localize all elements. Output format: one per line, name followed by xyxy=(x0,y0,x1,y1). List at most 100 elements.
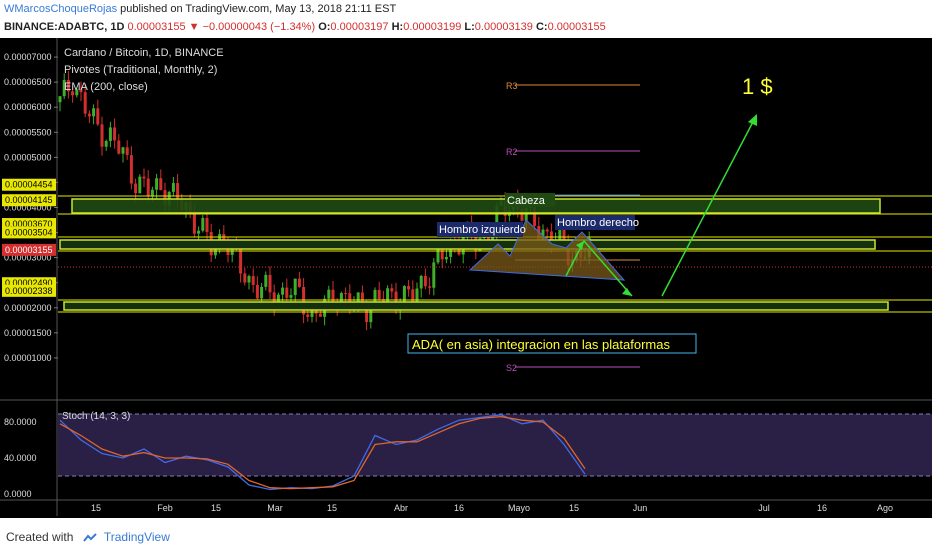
candle-body xyxy=(297,278,301,287)
candle-body xyxy=(138,176,142,194)
price-labels: 0.00004454 0.00004145 0.000036700.00003504… xyxy=(2,178,56,297)
level-tag-text: 0.00003670 xyxy=(5,219,53,229)
candle-body xyxy=(365,308,369,323)
candle-body xyxy=(264,274,268,287)
candle-body xyxy=(268,274,272,293)
candle-body xyxy=(66,79,70,92)
candle-body xyxy=(386,288,390,303)
candle-body xyxy=(440,249,444,260)
level-tag-text: 0.00003155 xyxy=(5,245,53,255)
candle-body xyxy=(117,140,121,154)
neckline-zone[interactable] xyxy=(59,239,876,250)
resistance-zone[interactable] xyxy=(71,198,881,214)
hs-pattern xyxy=(468,219,626,281)
candle-body xyxy=(331,289,335,306)
candle-body xyxy=(142,176,146,179)
candle-body xyxy=(281,287,285,295)
stoch-tick-label: 0.0000 xyxy=(4,489,32,499)
y-tick-label: 0.00005500 xyxy=(4,127,52,137)
candle-body xyxy=(104,140,108,147)
open-label: O: xyxy=(318,21,331,33)
candle-body xyxy=(121,147,125,154)
candle-body xyxy=(134,183,138,194)
footer: Created with TradingView xyxy=(0,518,932,550)
candle-body xyxy=(87,113,91,117)
candle-body xyxy=(171,183,175,192)
support-zone[interactable] xyxy=(63,301,889,311)
ohlc-line: BINANCE:ADABTC, 1D 0.00003155 ▼ −0.00000… xyxy=(0,18,932,36)
candle-body xyxy=(381,299,385,303)
candle-body xyxy=(176,183,180,200)
author-link[interactable]: WMarcosChoqueRojas xyxy=(4,3,118,15)
candle-body xyxy=(549,231,553,247)
close-value: 0.00003155 xyxy=(127,21,186,33)
candle-body xyxy=(276,294,280,308)
x-tick-label: Jun xyxy=(633,503,648,513)
candle-body xyxy=(62,79,66,97)
hombro-izq-bg xyxy=(437,222,523,237)
level-tag-text: 0.00002338 xyxy=(5,286,53,296)
target-arrow xyxy=(661,117,756,297)
pivot-r3-label: R3 xyxy=(506,81,518,91)
candle-body xyxy=(394,291,398,311)
candle-body xyxy=(415,288,419,303)
candle-body xyxy=(369,306,373,323)
candle-body xyxy=(192,211,196,234)
x-tick-label: 15 xyxy=(327,503,337,513)
tradingview-logo-icon xyxy=(82,533,97,542)
y-tick-label: 0.00004000 xyxy=(4,203,52,213)
candle-body xyxy=(348,293,352,308)
level-tag xyxy=(2,194,56,207)
candle-body xyxy=(243,273,247,283)
candle-body xyxy=(146,178,150,197)
stoch-band xyxy=(58,414,932,476)
x-tick-label: Ago xyxy=(877,503,893,513)
candle-body xyxy=(159,178,163,191)
level-tag-text: 0.00004454 xyxy=(5,180,53,190)
close-value-2: 0.00003155 xyxy=(547,21,606,33)
ada-note-box[interactable] xyxy=(407,333,697,354)
candle-body xyxy=(390,288,394,292)
candle-body xyxy=(402,286,406,306)
candle-body xyxy=(113,127,117,141)
cabeza-bg xyxy=(505,193,555,207)
target-arrow-head xyxy=(748,114,757,126)
candle-body xyxy=(491,233,495,244)
low-label: L: xyxy=(464,21,475,33)
candle-body xyxy=(222,234,226,244)
pivot-s2-label: S2 xyxy=(506,363,517,373)
candle-body xyxy=(558,228,562,241)
x-tick-label: 16 xyxy=(817,503,827,513)
open-value: 0.00003197 xyxy=(330,21,389,33)
candle-body xyxy=(197,230,201,234)
tradingview-link[interactable]: TradingView xyxy=(103,530,170,544)
arrow-head-1 xyxy=(576,241,584,250)
chart-svg[interactable]: 0.00007000 0.00006500 0.00006000 0.00005500… xyxy=(0,38,932,518)
candle-body xyxy=(495,205,499,234)
stoch-line-d xyxy=(59,415,586,490)
close-label: C: xyxy=(535,21,548,33)
candle-body xyxy=(411,289,415,303)
level-tag xyxy=(2,226,56,239)
candle-body xyxy=(239,248,243,274)
candle-body xyxy=(407,286,411,290)
high-value: 0.00003199 xyxy=(403,21,462,33)
low-value: 0.00003139 xyxy=(474,21,533,33)
y-tick-label: 0.00002000 xyxy=(4,303,52,313)
candle-body xyxy=(100,124,104,147)
x-tick-label: Feb xyxy=(157,503,173,513)
candle-body xyxy=(71,91,75,96)
candle-body xyxy=(302,286,306,315)
stoch-tick-label: 40.0000 xyxy=(4,453,37,463)
candle-body xyxy=(428,286,432,288)
candle-body xyxy=(125,147,129,156)
chart-frame[interactable]: 0.00007000 0.00006500 0.00006000 0.00005500… xyxy=(0,38,932,518)
hombro-der-label: Hombro derecho xyxy=(557,217,639,229)
candle-body xyxy=(260,286,264,299)
x-tick-label: 15 xyxy=(91,503,101,513)
legend-ema: EMA (200, close) xyxy=(64,81,148,93)
stoch-lines: 80.0000 40.0000 0.0000 xyxy=(4,414,586,499)
candle-body xyxy=(213,244,217,256)
legend-pivots: Pivotes (Traditional, Monthly, 2) xyxy=(64,64,217,76)
candle-body xyxy=(108,127,112,141)
